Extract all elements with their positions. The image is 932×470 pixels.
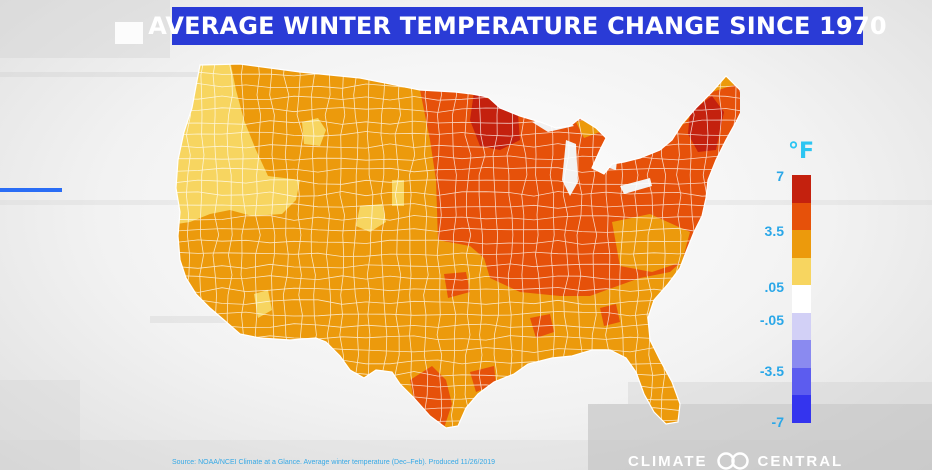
page-title: AVERAGE WINTER TEMPERATURE CHANGE SINCE … (148, 12, 887, 40)
legend-label-7: 7 (776, 168, 784, 184)
legend-label-neg-3-5: -3.5 (759, 363, 784, 379)
legend-label-3-5: 3.5 (764, 223, 784, 239)
legend-swatch (792, 257, 811, 286)
region-yellow-northwest (176, 64, 300, 225)
background-bar (628, 382, 932, 404)
region-dark-red-minnesota (470, 92, 520, 150)
legend-label-neg-7: -7 (771, 414, 784, 430)
region-yellow-colorado-east (392, 180, 404, 206)
legend-swatch (792, 395, 811, 423)
accent-bar (0, 188, 62, 192)
background-bar (0, 0, 170, 58)
us-outline (175, 63, 740, 429)
background-bar (0, 380, 80, 470)
background-bar (115, 22, 143, 44)
brand-right: CENTRAL (757, 452, 844, 470)
legend-label-0-05: .05 (764, 279, 784, 295)
logo-rings-icon (716, 452, 749, 470)
legend-swatch (792, 230, 811, 258)
legend-swatch (792, 202, 811, 231)
background-bar (0, 72, 250, 77)
background-bar (150, 316, 280, 323)
legend-swatch (792, 340, 811, 368)
title-banner: AVERAGE WINTER TEMPERATURE CHANGE SINCE … (148, 7, 887, 45)
legend-unit: °F (788, 139, 815, 164)
region-red-orange-oklahoma (444, 272, 470, 298)
source-note: Source: NOAA/NCEI Climate at a Glance. A… (172, 459, 496, 466)
climate-central-logo: CLIMATE CENTRAL (628, 452, 843, 470)
legend-swatch (792, 367, 811, 396)
brand-left: CLIMATE (628, 452, 708, 470)
legend-label-neg-0-05: -.05 (759, 312, 784, 328)
background-bar (588, 404, 932, 470)
region-red-orange-georgia (600, 304, 620, 326)
legend-swatch (792, 285, 811, 313)
legend-swatch (792, 312, 811, 341)
legend-swatch (792, 175, 811, 203)
us-winter-temperature-map (175, 63, 740, 429)
region-yellow-arizona (254, 290, 272, 318)
